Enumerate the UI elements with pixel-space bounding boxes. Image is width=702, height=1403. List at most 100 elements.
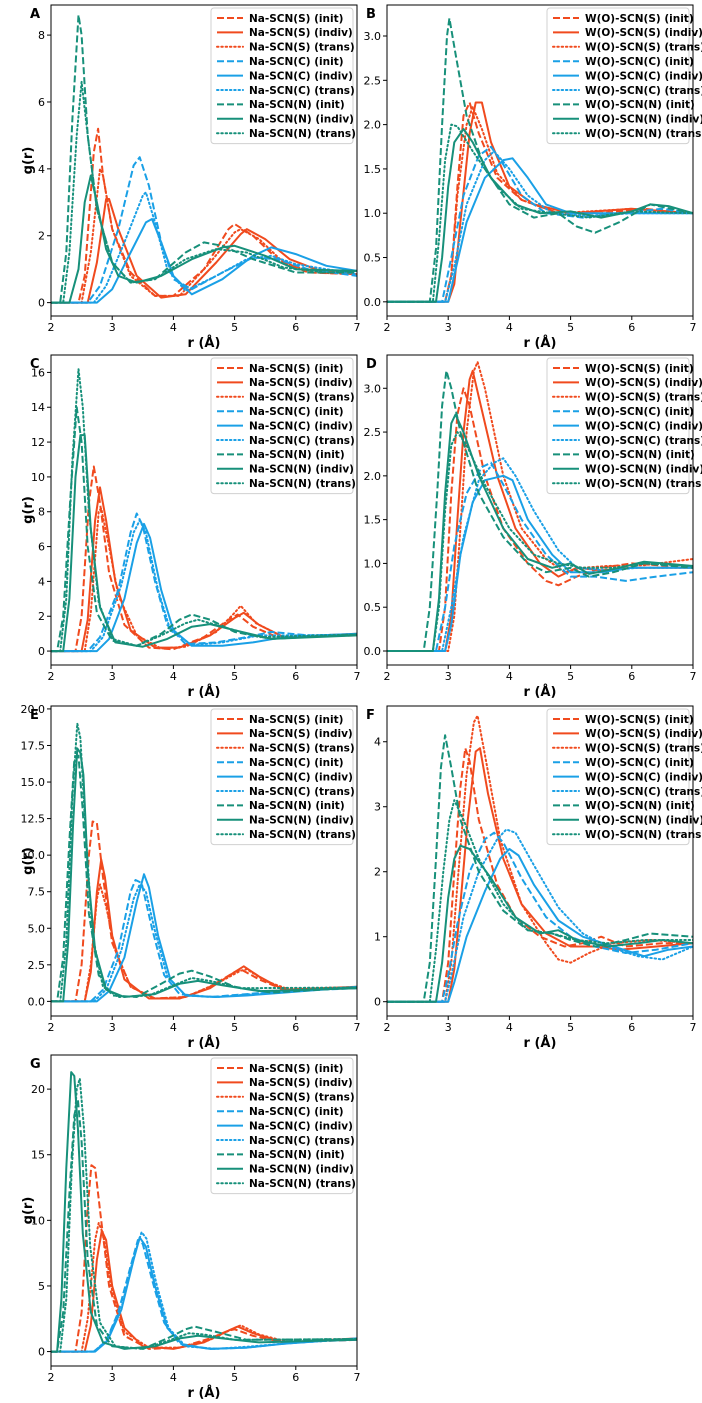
x-axis-label: r (Å) bbox=[524, 684, 557, 700]
legend-label: Na-SCN(C) (init) bbox=[249, 757, 344, 769]
x-axis-label: r (Å) bbox=[188, 1385, 221, 1401]
x-tick-label: 3 bbox=[445, 670, 452, 683]
y-tick-label: 2.5 bbox=[28, 959, 46, 972]
panel-letter: C bbox=[30, 357, 40, 372]
legend-label: W(O)-SCN(S) (indiv) bbox=[585, 728, 702, 740]
y-tick-label: 0.5 bbox=[364, 252, 382, 265]
x-tick-label: 6 bbox=[292, 1021, 299, 1034]
legend-label: Na-SCN(S) (trans) bbox=[249, 1092, 355, 1104]
y-tick-label: 0 bbox=[38, 1346, 45, 1359]
y-tick-label: 6 bbox=[38, 96, 45, 109]
series-line-F-5 bbox=[387, 828, 693, 1003]
series-line-C-1 bbox=[51, 486, 357, 653]
legend-label: Na-SCN(N) (init) bbox=[249, 449, 345, 461]
axes-frame bbox=[386, 4, 694, 317]
series-line-D-3 bbox=[387, 461, 693, 652]
y-tick-label: 0 bbox=[374, 996, 381, 1009]
legend-label: W(O)-SCN(N) (indiv) bbox=[585, 114, 702, 126]
x-axis-label: r (Å) bbox=[188, 684, 221, 700]
panel-letter: B bbox=[366, 7, 376, 22]
x-tick-label: 5 bbox=[567, 1021, 574, 1034]
y-tick-label: 15 bbox=[31, 1149, 45, 1162]
x-axis-label: r (Å) bbox=[524, 1035, 557, 1051]
x-tick-label: 4 bbox=[506, 1021, 513, 1034]
series-line-D-6 bbox=[387, 369, 693, 652]
legend-label: Na-SCN(N) (indiv) bbox=[249, 114, 354, 126]
series-line-G-0 bbox=[51, 1164, 357, 1353]
x-tick-label: 3 bbox=[109, 1021, 116, 1034]
y-tick-label: 10.0 bbox=[21, 849, 46, 862]
y-tick-label: 12.5 bbox=[21, 813, 46, 826]
legend-label: Na-SCN(N) (trans) bbox=[249, 1178, 356, 1190]
x-tick-label: 2 bbox=[384, 1021, 391, 1034]
series-line-E-8 bbox=[51, 722, 357, 1003]
y-tick-label: 5.0 bbox=[28, 922, 46, 935]
legend: Na-SCN(S) (init) Na-SCN(S) (indiv) Na-SCN(… bbox=[210, 708, 356, 846]
y-tick-label: 0.0 bbox=[28, 995, 46, 1008]
axes-frame bbox=[386, 705, 694, 1017]
x-tick-label: 4 bbox=[506, 670, 513, 683]
legend-label: Na-SCN(C) (indiv) bbox=[249, 771, 353, 783]
panel-G: 2 3 4 5 6 7 0 5 10 15 20 r (Å) g(r) G Na-SCN(S) (init)… bbox=[21, 1054, 361, 1401]
legend-label: Na-SCN(N) (trans) bbox=[249, 478, 356, 490]
legend-label: W(O)-SCN(N) (trans) bbox=[585, 829, 702, 841]
y-tick-label: 2.0 bbox=[364, 470, 382, 483]
y-tick-label: 0 bbox=[38, 297, 45, 310]
y-tick-label: 2 bbox=[374, 866, 381, 879]
x-tick-label: 3 bbox=[109, 1371, 116, 1384]
x-tick-label: 6 bbox=[628, 321, 635, 334]
legend-label: W(O)-SCN(S) (indiv) bbox=[585, 377, 702, 389]
panel-letter: D bbox=[366, 357, 377, 372]
series-line-E-0 bbox=[51, 820, 357, 1003]
legend-label: W(O)-SCN(C) (trans) bbox=[585, 85, 702, 97]
legend-box bbox=[210, 7, 354, 145]
x-tick-label: 2 bbox=[384, 670, 391, 683]
legend-label: Na-SCN(N) (init) bbox=[249, 1149, 345, 1161]
y-tick-label: 10 bbox=[31, 1214, 45, 1227]
legend-box bbox=[210, 357, 354, 495]
y-tick-label: 1.5 bbox=[364, 163, 382, 176]
legend-label: Na-SCN(N) (indiv) bbox=[249, 815, 354, 827]
legend-label: Na-SCN(N) (trans) bbox=[249, 128, 356, 140]
legend-label: Na-SCN(N) (init) bbox=[249, 800, 345, 812]
y-tick-label: 20 bbox=[31, 1083, 45, 1096]
x-tick-label: 6 bbox=[292, 670, 299, 683]
x-tick-label: 6 bbox=[628, 1021, 635, 1034]
y-tick-label: 0.5 bbox=[364, 601, 382, 614]
y-tick-label: 0.0 bbox=[364, 296, 382, 309]
x-tick-label: 7 bbox=[354, 321, 361, 334]
x-tick-label: 4 bbox=[506, 321, 513, 334]
y-tick-label: 2.5 bbox=[364, 74, 382, 87]
panel-E: 2 3 4 5 6 7 0.0 2.5 5.0 7.5 10.0 12.5 15.0 17.5 20.0 r … bbox=[21, 703, 361, 1051]
y-tick-label: 17.5 bbox=[21, 739, 46, 752]
legend: Na-SCN(S) (init) Na-SCN(S) (indiv) Na-SCN(… bbox=[210, 357, 356, 495]
panel-letter: E bbox=[30, 708, 39, 723]
y-tick-label: 6 bbox=[38, 541, 45, 554]
x-tick-label: 5 bbox=[231, 321, 238, 334]
legend-label: Na-SCN(N) (indiv) bbox=[249, 1164, 354, 1176]
x-axis-label: r (Å) bbox=[188, 1035, 221, 1051]
series-line-G-8 bbox=[51, 1077, 357, 1353]
x-tick-label: 4 bbox=[170, 1021, 177, 1034]
series-line-A-2 bbox=[51, 167, 357, 304]
y-tick-label: 1 bbox=[374, 931, 381, 944]
legend-label: W(O)-SCN(S) (trans) bbox=[585, 42, 702, 54]
y-tick-label: 1.5 bbox=[364, 514, 382, 527]
series-line-E-5 bbox=[51, 883, 357, 1003]
y-axis-label: g(r) bbox=[21, 496, 36, 524]
legend-label: Na-SCN(S) (init) bbox=[249, 363, 343, 375]
x-tick-label: 4 bbox=[170, 670, 177, 683]
legend-label: W(O)-SCN(S) (indiv) bbox=[585, 27, 702, 39]
series-line-G-1 bbox=[51, 1229, 357, 1353]
x-tick-label: 4 bbox=[170, 1371, 177, 1384]
y-tick-label: 0.0 bbox=[364, 645, 382, 658]
axes-frame bbox=[386, 354, 694, 666]
y-tick-label: 3.0 bbox=[364, 382, 382, 395]
series-line-B-8 bbox=[387, 123, 693, 303]
series-line-F-4 bbox=[387, 848, 693, 1003]
legend-label: W(O)-SCN(C) (indiv) bbox=[585, 420, 702, 432]
axes-frame bbox=[50, 705, 358, 1017]
legend-label: W(O)-SCN(N) (trans) bbox=[585, 478, 702, 490]
x-axis-label: r (Å) bbox=[524, 335, 557, 351]
